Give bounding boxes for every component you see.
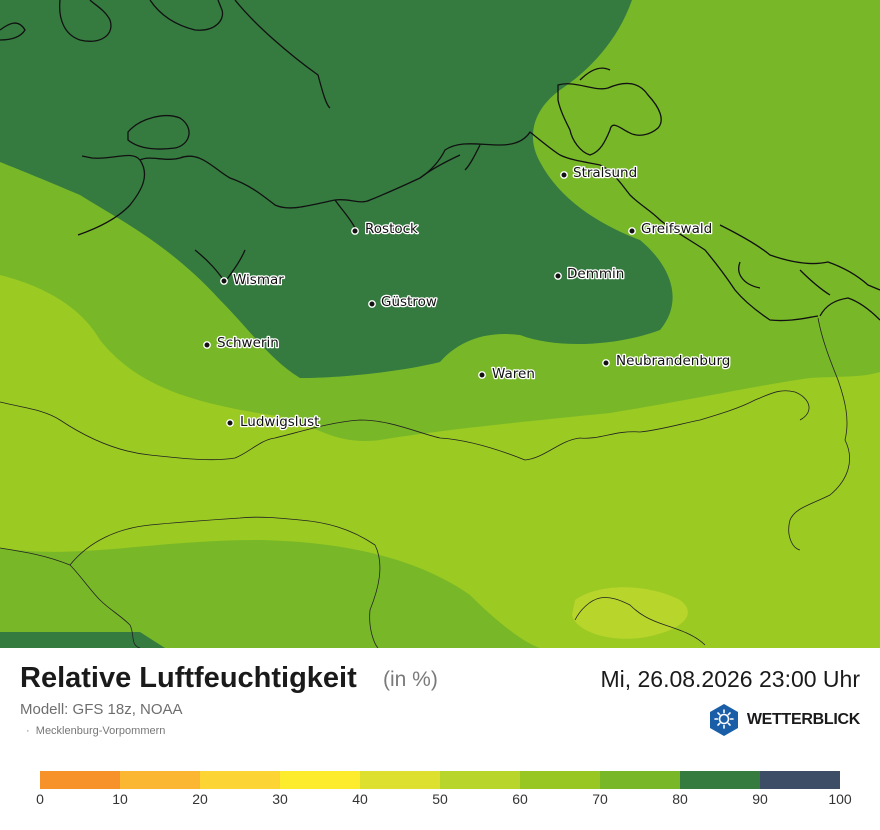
coastline-bays <box>194 144 481 283</box>
border-south-east <box>574 597 706 646</box>
scale-tick-label: 100 <box>828 791 852 807</box>
scale-tick-label: 50 <box>432 791 448 807</box>
scale-segment <box>600 771 680 789</box>
scale-segment <box>40 771 120 789</box>
city-schwerin[interactable]: Schwerin <box>203 334 280 352</box>
border-east <box>788 317 850 551</box>
city-label: Greifswald <box>641 221 712 237</box>
city-waren[interactable]: Waren <box>478 365 536 383</box>
scale-tick-label: 70 <box>592 791 608 807</box>
city-wismar[interactable]: Wismar <box>220 271 286 289</box>
brand-name: WETTERBLICK <box>746 711 860 728</box>
scale-tick-label: 40 <box>352 791 368 807</box>
city-neubrandenburg[interactable]: Neubrandenburg <box>602 352 732 370</box>
city-label: Wismar <box>233 272 284 288</box>
coast-stettin-lagoon <box>819 297 880 321</box>
scale-tick-label: 0 <box>36 791 44 807</box>
city-ludwigslust[interactable]: Ludwigslust <box>226 413 321 431</box>
region-name: Mecklenburg-Vorpommern <box>35 725 166 737</box>
coast-usedom <box>719 224 880 296</box>
city-rostock[interactable]: Rostock <box>351 220 419 238</box>
city-label: Stralsund <box>573 165 637 181</box>
sun-cloud-icon <box>709 704 738 736</box>
scale-tick-label: 10 <box>112 791 128 807</box>
city-stralsund[interactable]: Stralsund <box>560 164 638 182</box>
region-label: · Mecklenburg-Vorpommern <box>26 725 166 737</box>
border-south-west <box>0 516 381 648</box>
scale-segment <box>440 771 520 789</box>
humidity-zone-70-80-south <box>0 540 540 648</box>
city-label: Demmin <box>567 266 624 282</box>
unit-label: (in %) <box>383 668 438 691</box>
model-source: Modell: GFS 18z, NOAA <box>20 701 183 718</box>
scale-tick-label: 90 <box>752 791 768 807</box>
map-footer: Relative Luftfeuchtigkeit (in %) Mi, 26.… <box>0 648 880 830</box>
city-label: Rostock <box>365 221 418 237</box>
page-title: Relative Luftfeuchtigkeit <box>20 662 357 694</box>
scale-segment <box>760 771 840 789</box>
island-poel <box>127 115 190 150</box>
city-demmin[interactable]: Demmin <box>554 265 626 283</box>
forecast-datetime: Mi, 26.08.2026 23:00 Uhr <box>600 666 860 692</box>
city-label: Güstrow <box>381 294 437 310</box>
city-label: Neubrandenburg <box>616 353 730 369</box>
city-label: Schwerin <box>217 335 279 351</box>
city-label: Ludwigslust <box>240 414 319 430</box>
scale-tick-label: 20 <box>192 791 208 807</box>
island-ruegen <box>557 67 662 156</box>
border-state <box>0 390 810 461</box>
brand-logo[interactable]: WETTERBLICK <box>707 704 860 736</box>
scale-segment <box>280 771 360 789</box>
color-scale <box>40 771 840 789</box>
scale-tick-label: 80 <box>672 791 688 807</box>
coastline <box>77 131 819 322</box>
scale-tick-label: 60 <box>512 791 528 807</box>
scale-segment <box>120 771 200 789</box>
scale-segment <box>680 771 760 789</box>
humidity-map[interactable]: Stralsund Rostock Greifswald Wismar Demm… <box>0 0 880 648</box>
scale-segment <box>520 771 600 789</box>
coast-north-left <box>0 0 331 109</box>
humidity-zone-50-60 <box>572 587 688 639</box>
humidity-zone-80-90-corner <box>0 632 165 648</box>
city-guestrow[interactable]: Güstrow <box>368 293 438 311</box>
scale-segment <box>360 771 440 789</box>
scale-tick-label: 30 <box>272 791 288 807</box>
city-greifswald[interactable]: Greifswald <box>628 220 714 238</box>
city-label: Waren <box>492 366 535 382</box>
humidity-zone-80-90 <box>0 0 673 378</box>
scale-segment <box>200 771 280 789</box>
